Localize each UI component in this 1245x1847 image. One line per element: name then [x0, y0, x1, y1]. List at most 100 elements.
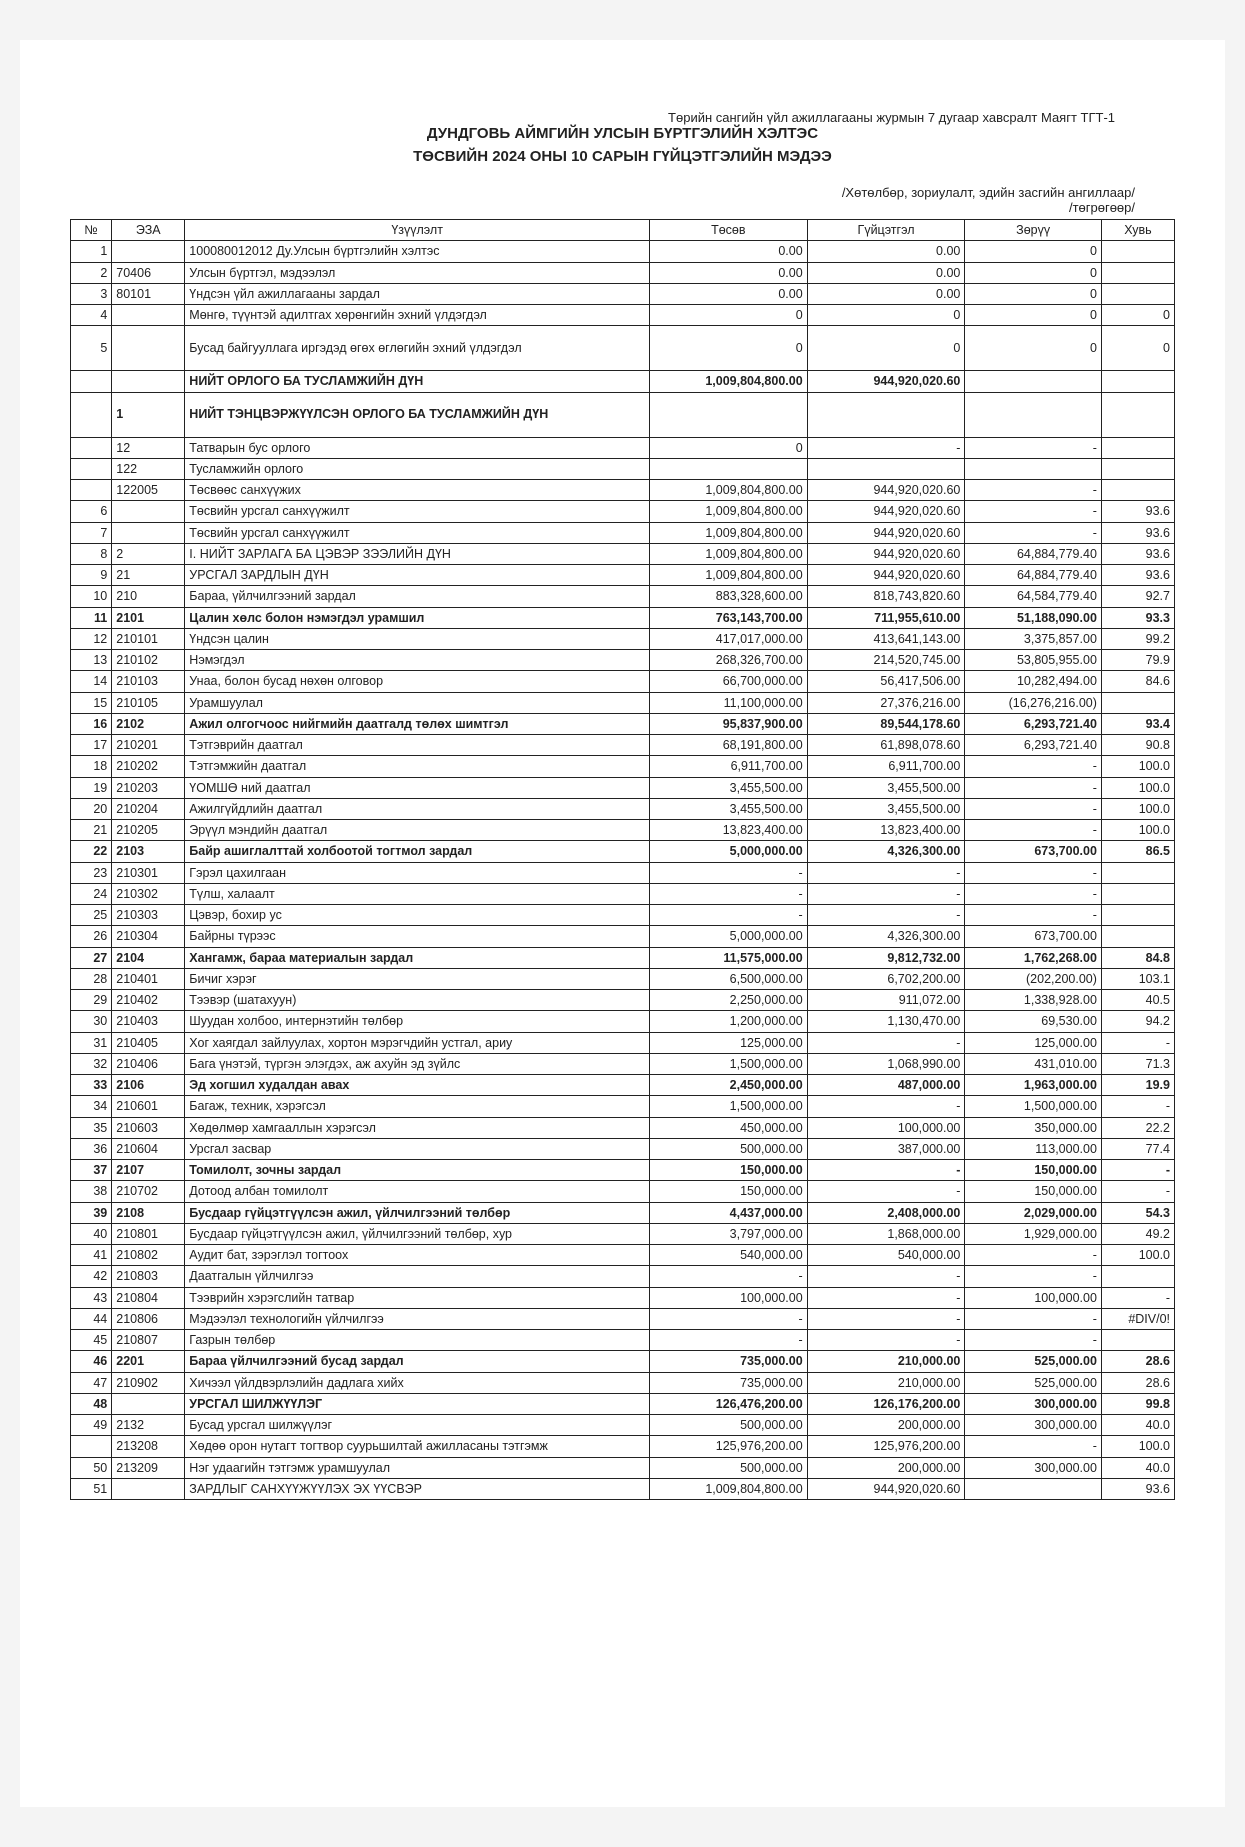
cell-exec: -	[807, 1096, 965, 1117]
cell-plan	[649, 392, 807, 437]
cell-plan: 450,000.00	[649, 1117, 807, 1138]
cell-name: Эрүүл мэндийн даатгал	[185, 820, 650, 841]
table-row: 38210702Дотоод албан томилолт150,000.00-…	[71, 1181, 1175, 1202]
cell-name: Хөдөлмөр хамгааллын хэрэгсэл	[185, 1117, 650, 1138]
cell-code: 210702	[112, 1181, 185, 1202]
cell-num: 25	[71, 905, 112, 926]
cell-exec: 944,920,020.60	[807, 1478, 965, 1499]
cell-diff: -	[965, 480, 1102, 501]
cell-name: Тусламжийн орлого	[185, 458, 650, 479]
cell-exec: 711,955,610.00	[807, 607, 965, 628]
cell-pct	[1101, 371, 1174, 392]
cell-name: Үндсэн цалин	[185, 628, 650, 649]
cell-name: Үндсэн үйл ажиллагааны зардал	[185, 283, 650, 304]
cell-pct: 100.0	[1101, 1436, 1174, 1457]
cell-pct	[1101, 241, 1174, 262]
cell-exec: 0	[807, 305, 965, 326]
cell-plan: 125,976,200.00	[649, 1436, 807, 1457]
cell-code: 210402	[112, 990, 185, 1011]
cell-pct: 49.2	[1101, 1223, 1174, 1244]
cell-pct: 77.4	[1101, 1138, 1174, 1159]
cell-pct: 99.2	[1101, 628, 1174, 649]
cell-exec: 1,130,470.00	[807, 1011, 965, 1032]
cell-code: 210804	[112, 1287, 185, 1308]
table-row: 15210105Урамшуулал11,100,000.0027,376,21…	[71, 692, 1175, 713]
cell-plan: 5,000,000.00	[649, 926, 807, 947]
cell-name: Тэтгэврийн даатгал	[185, 735, 650, 756]
cell-plan: 3,455,500.00	[649, 798, 807, 819]
cell-name: ЗАРДЛЫГ САНХҮҮЖҮҮЛЭХ ЭХ ҮҮСВЭР	[185, 1478, 650, 1499]
cell-name: Урамшуулал	[185, 692, 650, 713]
cell-plan: 2,250,000.00	[649, 990, 807, 1011]
cell-diff: 51,188,090.00	[965, 607, 1102, 628]
cell-num: 19	[71, 777, 112, 798]
cell-code: 2107	[112, 1160, 185, 1181]
col-diff: Зөрүү	[965, 220, 1102, 241]
cell-num: 40	[71, 1223, 112, 1244]
cell-name: Түлш, халаалт	[185, 883, 650, 904]
table-row: 50213209Нэг удаагийн тэтгэмж урамшуулал5…	[71, 1457, 1175, 1478]
cell-exec: 61,898,078.60	[807, 735, 965, 756]
cell-num: 17	[71, 735, 112, 756]
cell-code	[112, 305, 185, 326]
cell-diff: 53,805,955.00	[965, 650, 1102, 671]
cell-num: 24	[71, 883, 112, 904]
cell-num: 35	[71, 1117, 112, 1138]
cell-plan: 1,500,000.00	[649, 1053, 807, 1074]
cell-code: 210304	[112, 926, 185, 947]
table-row: 392108Бусдаар гүйцэтгүүлсэн ажил, үйлчил…	[71, 1202, 1175, 1223]
table-row: 213208Хөдөө орон нутагт тогтвор суурьшил…	[71, 1436, 1175, 1457]
cell-name: Даатгалын үйлчилгээ	[185, 1266, 650, 1287]
cell-exec: 0	[807, 326, 965, 371]
cell-code: 210102	[112, 650, 185, 671]
cell-code: 1	[112, 392, 185, 437]
cell-plan: 3,455,500.00	[649, 777, 807, 798]
cell-code: 210303	[112, 905, 185, 926]
cell-plan: 1,009,804,800.00	[649, 565, 807, 586]
table-row: 162102Ажил олгогчоос нийгмийн даатгалд т…	[71, 713, 1175, 734]
table-row: 10210Бараа, үйлчилгээний зардал883,328,6…	[71, 586, 1175, 607]
cell-diff: 1,500,000.00	[965, 1096, 1102, 1117]
cell-plan: 66,700,000.00	[649, 671, 807, 692]
table-row: 13210102Нэмэгдэл268,326,700.00214,520,74…	[71, 650, 1175, 671]
cell-diff: 125,000.00	[965, 1032, 1102, 1053]
cell-diff: -	[965, 862, 1102, 883]
cell-code: 210406	[112, 1053, 185, 1074]
cell-plan: 1,200,000.00	[649, 1011, 807, 1032]
cell-diff: (202,200.00)	[965, 968, 1102, 989]
cell-pct: 99.8	[1101, 1393, 1174, 1414]
cell-code	[112, 501, 185, 522]
cell-code: 210801	[112, 1223, 185, 1244]
cell-diff: 350,000.00	[965, 1117, 1102, 1138]
table-row: 270406Улсын бүртгэл, мэдээлэл0.000.000	[71, 262, 1175, 283]
budget-body: 1100080012012 Ду.Улсын бүртгэлийн хэлтэс…	[71, 241, 1175, 1500]
table-row: 5Бусад байгууллага иргэдэд өгөх өглөгийн…	[71, 326, 1175, 371]
header-sub1: /Хөтөлбөр, зориулалт, эдийн засгийн анги…	[70, 185, 1175, 200]
cell-diff: 64,584,779.40	[965, 586, 1102, 607]
cell-code: 80101	[112, 283, 185, 304]
cell-diff: -	[965, 1330, 1102, 1351]
cell-diff: 0	[965, 262, 1102, 283]
cell-exec: 210,000.00	[807, 1351, 965, 1372]
cell-code: 2103	[112, 841, 185, 862]
cell-exec: 214,520,745.00	[807, 650, 965, 671]
cell-name: НИЙТ ОРЛОГО БА ТУСЛАМЖИЙН ДҮН	[185, 371, 650, 392]
cell-pct	[1101, 862, 1174, 883]
cell-pct: 103.1	[1101, 968, 1174, 989]
cell-plan: -	[649, 1330, 807, 1351]
cell-diff	[965, 392, 1102, 437]
cell-pct: 40.0	[1101, 1457, 1174, 1478]
cell-num: 32	[71, 1053, 112, 1074]
cell-code: 210601	[112, 1096, 185, 1117]
cell-code: 210807	[112, 1330, 185, 1351]
table-row: 44210806Мэдээлэл технологийн үйлчилгээ--…	[71, 1308, 1175, 1329]
cell-plan: 500,000.00	[649, 1138, 807, 1159]
cell-pct	[1101, 905, 1174, 926]
cell-num: 21	[71, 820, 112, 841]
cell-code: 210105	[112, 692, 185, 713]
cell-exec: 818,743,820.60	[807, 586, 965, 607]
cell-num: 7	[71, 522, 112, 543]
cell-name: Байрны түрээс	[185, 926, 650, 947]
col-num: №	[71, 220, 112, 241]
cell-diff: 300,000.00	[965, 1415, 1102, 1436]
